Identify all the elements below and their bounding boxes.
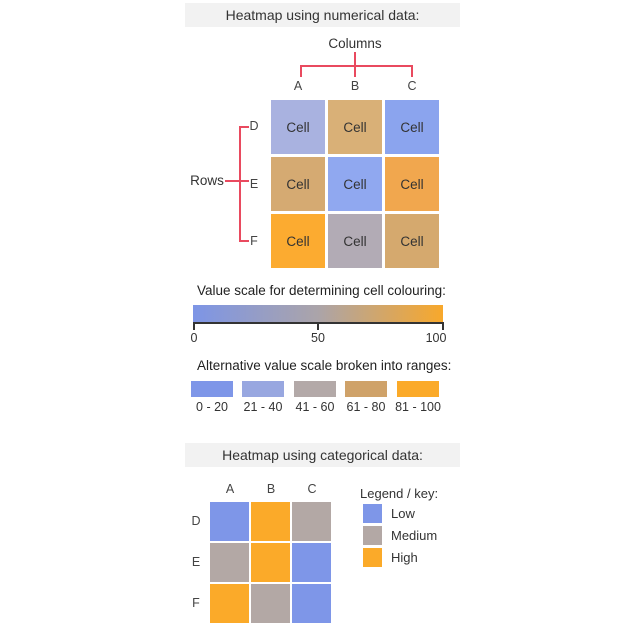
cell-label: Cell xyxy=(400,119,424,135)
cell-label: Cell xyxy=(400,233,424,249)
num-cell-EC: Cell xyxy=(385,157,439,211)
rows-bracket-tick-d xyxy=(239,126,249,128)
cell-label: Cell xyxy=(400,176,424,192)
cat-cell-DB xyxy=(251,502,290,541)
axis-tick-0 xyxy=(193,322,195,330)
num-cell-EB: Cell xyxy=(328,157,382,211)
num-cell-FA: Cell xyxy=(271,214,325,268)
num-row-header-f: F xyxy=(250,234,258,248)
axis-label-100: 100 xyxy=(425,331,447,345)
numerical-heatmap-grid: Cell Cell Cell Cell Cell Cell Cell Cell … xyxy=(271,100,439,268)
cat-row-header-d: D xyxy=(191,514,201,528)
legend-swatch-medium xyxy=(363,526,382,545)
categorical-heatmap-grid xyxy=(210,502,331,623)
range-swatch-0-20 xyxy=(191,381,233,397)
range-swatch-61-80 xyxy=(345,381,387,397)
cell-label: Cell xyxy=(286,176,310,192)
cat-cell-EB xyxy=(251,543,290,582)
rows-bracket-connector xyxy=(225,180,239,182)
legend-item-medium: Medium xyxy=(360,526,438,545)
numerical-heatmap-title: Heatmap using numerical data: xyxy=(185,3,460,27)
legend-swatch-low xyxy=(363,504,382,523)
cat-row-header-f: F xyxy=(192,596,200,610)
cat-cell-EA xyxy=(210,543,249,582)
range-label-41-60: 41 - 60 xyxy=(295,400,335,414)
cat-cell-FA xyxy=(210,584,249,623)
num-cell-EA: Cell xyxy=(271,157,325,211)
cat-cell-DA xyxy=(210,502,249,541)
cell-label: Cell xyxy=(343,233,367,249)
num-col-header-b: B xyxy=(350,79,360,93)
cell-label: Cell xyxy=(343,176,367,192)
range-label-61-80: 61 - 80 xyxy=(346,400,386,414)
num-cell-DA: Cell xyxy=(271,100,325,154)
rows-bracket-tick-f xyxy=(239,240,249,242)
value-scale-gradient xyxy=(193,305,443,322)
cat-col-header-c: C xyxy=(307,482,317,496)
axis-label-50: 50 xyxy=(311,331,325,345)
range-swatch-21-40 xyxy=(242,381,284,397)
legend-swatch-high xyxy=(363,548,382,567)
cell-label: Cell xyxy=(343,119,367,135)
num-cell-FB: Cell xyxy=(328,214,382,268)
legend-label-high: High xyxy=(391,550,418,565)
axis-label-0: 0 xyxy=(190,331,198,345)
cell-label: Cell xyxy=(286,119,310,135)
columns-bracket-line xyxy=(300,65,413,67)
rows-bracket-tick-e xyxy=(239,180,249,182)
num-col-header-a: A xyxy=(293,79,303,93)
axis-tick-50 xyxy=(317,322,319,330)
cat-cell-EC xyxy=(292,543,331,582)
num-row-header-e: E xyxy=(249,177,259,191)
range-swatch-81-100 xyxy=(397,381,439,397)
columns-bracket-stem xyxy=(354,52,356,65)
num-row-header-d: D xyxy=(249,119,259,133)
columns-bracket-tick-center xyxy=(354,65,356,77)
legend-item-high: High xyxy=(360,548,438,567)
num-cell-DB: Cell xyxy=(328,100,382,154)
axis-tick-100 xyxy=(442,322,444,330)
cat-cell-FB xyxy=(251,584,290,623)
columns-label: Columns xyxy=(328,36,382,51)
range-label-21-40: 21 - 40 xyxy=(243,400,283,414)
legend-label-medium: Medium xyxy=(391,528,438,543)
categorical-heatmap-title: Heatmap using categorical data: xyxy=(185,443,460,467)
columns-bracket-tick-left xyxy=(300,65,302,77)
num-cell-FC: Cell xyxy=(385,214,439,268)
legend-label-low: Low xyxy=(391,506,415,521)
legend: Legend / key: Low Medium High xyxy=(360,486,438,567)
rows-label: Rows xyxy=(190,173,224,188)
legend-item-low: Low xyxy=(360,504,438,523)
legend-title: Legend / key: xyxy=(360,486,439,501)
value-scale-title: Value scale for determining cell colouri… xyxy=(197,283,446,298)
cat-cell-FC xyxy=(292,584,331,623)
range-label-81-100: 81 - 100 xyxy=(395,400,441,414)
columns-bracket-tick-right xyxy=(411,65,413,77)
cat-col-header-b: B xyxy=(266,482,276,496)
cat-cell-DC xyxy=(292,502,331,541)
cat-row-header-e: E xyxy=(191,555,201,569)
cell-label: Cell xyxy=(286,233,310,249)
num-col-header-c: C xyxy=(407,79,417,93)
range-swatch-41-60 xyxy=(294,381,336,397)
rows-bracket-line xyxy=(239,126,241,242)
range-scale-title: Alternative value scale broken into rang… xyxy=(197,358,452,373)
num-cell-DC: Cell xyxy=(385,100,439,154)
range-label-0-20: 0 - 20 xyxy=(196,400,228,414)
cat-col-header-a: A xyxy=(225,482,235,496)
